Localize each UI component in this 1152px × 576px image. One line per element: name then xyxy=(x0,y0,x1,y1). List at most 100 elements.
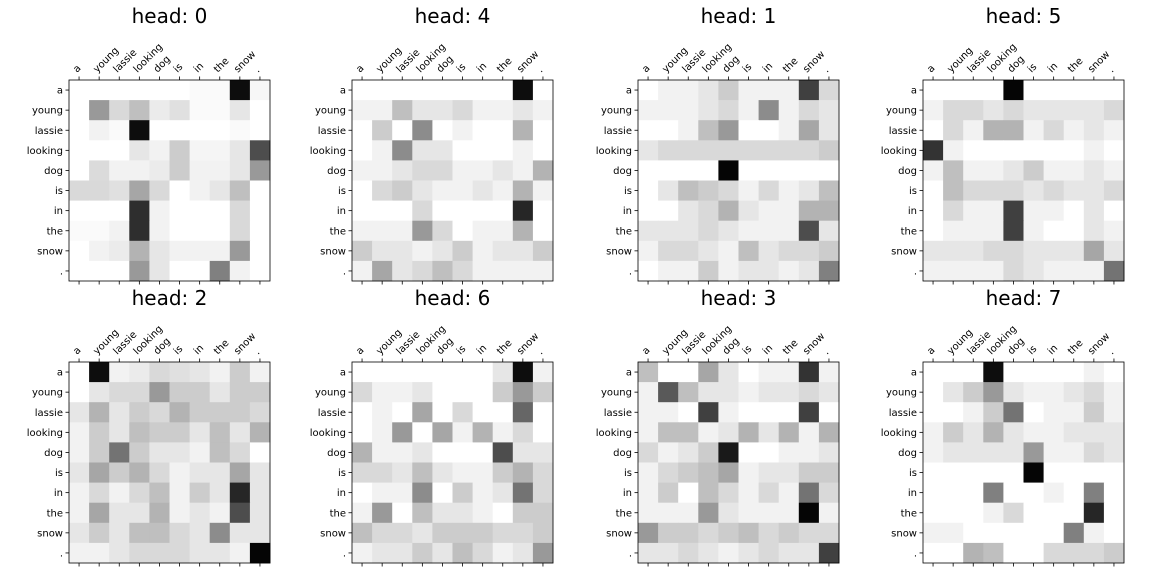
heatmap-cell xyxy=(678,362,699,383)
heatmap-cell xyxy=(778,542,800,564)
heatmap-cell xyxy=(798,402,820,423)
heatmap-cell xyxy=(189,482,211,504)
heatmap-cell xyxy=(169,422,190,443)
heatmap-cell xyxy=(963,362,984,383)
heatmap-cell xyxy=(943,120,964,141)
heatmap-cell xyxy=(1023,100,1044,121)
heatmap-cell xyxy=(778,442,800,463)
heatmap-cell xyxy=(738,482,759,504)
heatmap-cell xyxy=(209,482,231,504)
heatmap-cell xyxy=(69,160,90,181)
heatmap-cell xyxy=(658,220,679,242)
heatmap-cell xyxy=(129,240,150,262)
y-tick-label: lassie xyxy=(35,408,63,419)
heatmap-cell xyxy=(69,260,90,282)
y-tick-label: looking xyxy=(881,146,917,157)
heatmap-cell xyxy=(698,240,719,262)
heatmap-cell xyxy=(129,482,150,504)
heatmap-cell xyxy=(352,542,373,564)
heatmap-cell xyxy=(1003,422,1024,443)
y-tick-label: looking xyxy=(310,146,346,157)
heatmap-cell xyxy=(472,120,494,141)
heatmap-cell xyxy=(432,180,453,201)
heatmap-cell xyxy=(678,200,699,222)
y-tick-label: a xyxy=(340,368,346,379)
heatmap-cell xyxy=(229,80,251,101)
heatmap-cell xyxy=(189,362,211,383)
y-tick-label: the xyxy=(616,508,632,519)
heatmap-cell xyxy=(738,382,759,403)
y-tick-label: lassie xyxy=(604,126,632,137)
heatmap-cell xyxy=(89,362,110,383)
heatmap-panel: head: 2 a young lassie looking dog is in the snow… xyxy=(27,286,271,567)
heatmap-cell xyxy=(472,502,494,524)
heatmap-cell xyxy=(89,200,110,222)
heatmap-cell xyxy=(532,542,554,564)
heatmap-cell xyxy=(89,180,110,201)
heatmap-cell xyxy=(943,200,964,222)
heatmap-cell xyxy=(352,240,373,262)
heatmap-cell xyxy=(818,542,840,564)
heatmap-cell xyxy=(392,362,413,383)
heatmap-cell xyxy=(129,362,150,383)
heatmap-cell xyxy=(818,362,840,383)
heatmap-cell xyxy=(983,402,1004,423)
heatmap-cell xyxy=(412,180,433,201)
heatmap-cell xyxy=(189,382,211,403)
heatmap-cell xyxy=(149,220,170,242)
heatmap-cell xyxy=(209,462,231,483)
y-tick-label: snow xyxy=(37,528,63,539)
heatmap-cell xyxy=(412,402,433,423)
heatmap-cell xyxy=(1023,482,1044,504)
heatmap-cell xyxy=(923,100,944,121)
heatmap-cell xyxy=(1043,140,1065,161)
heatmap-cell xyxy=(492,140,514,161)
heatmap-cell xyxy=(169,180,190,201)
heatmap-cell xyxy=(149,140,170,161)
heatmap-cell xyxy=(758,100,780,121)
heatmap-cell xyxy=(209,200,231,222)
heatmap-cell xyxy=(249,442,271,463)
heatmap-cell xyxy=(189,442,211,463)
heatmap-cell xyxy=(452,542,473,564)
y-tick-label: in xyxy=(623,488,632,499)
panel-title: head: 7 xyxy=(986,286,1062,310)
heatmap-cell xyxy=(1063,382,1085,403)
y-tick-label: the xyxy=(901,226,917,237)
heatmap-cell xyxy=(412,100,433,121)
heatmap-cell xyxy=(169,160,190,181)
heatmap-cell xyxy=(472,80,494,101)
heatmap-cell xyxy=(412,422,433,443)
heatmap-cell xyxy=(638,542,659,564)
y-tick-label: in xyxy=(623,206,632,217)
heatmap-cell xyxy=(678,402,699,423)
heatmap-cell xyxy=(169,100,190,121)
heatmap-cell xyxy=(69,120,90,141)
heatmap-cell xyxy=(758,180,780,201)
heatmap-cell xyxy=(412,502,433,524)
heatmap-cell xyxy=(698,180,719,201)
heatmap-cell xyxy=(1043,442,1065,463)
heatmap-cell xyxy=(209,542,231,564)
heatmap-cell xyxy=(189,200,211,222)
heatmap-cell xyxy=(372,120,393,141)
heatmap-cell xyxy=(758,160,780,181)
heatmap-cell xyxy=(758,200,780,222)
heatmap-cell xyxy=(209,180,231,201)
heatmap-cell xyxy=(923,542,944,564)
heatmap-cell xyxy=(129,522,150,544)
heatmap-cell xyxy=(432,522,453,544)
heatmap-cell xyxy=(678,542,699,564)
heatmap-cell xyxy=(392,522,413,544)
heatmap-cell xyxy=(1063,502,1085,524)
heatmap-cell xyxy=(638,502,659,524)
heatmap-cell xyxy=(249,220,271,242)
heatmap-cell xyxy=(1063,402,1085,423)
heatmap-cell xyxy=(923,140,944,161)
heatmap-cell xyxy=(818,402,840,423)
heatmap-cell xyxy=(129,140,150,161)
heatmap-cell xyxy=(798,200,820,222)
heatmap-cell xyxy=(372,240,393,262)
heatmap-cell xyxy=(758,482,780,504)
heatmap-cell xyxy=(658,522,679,544)
